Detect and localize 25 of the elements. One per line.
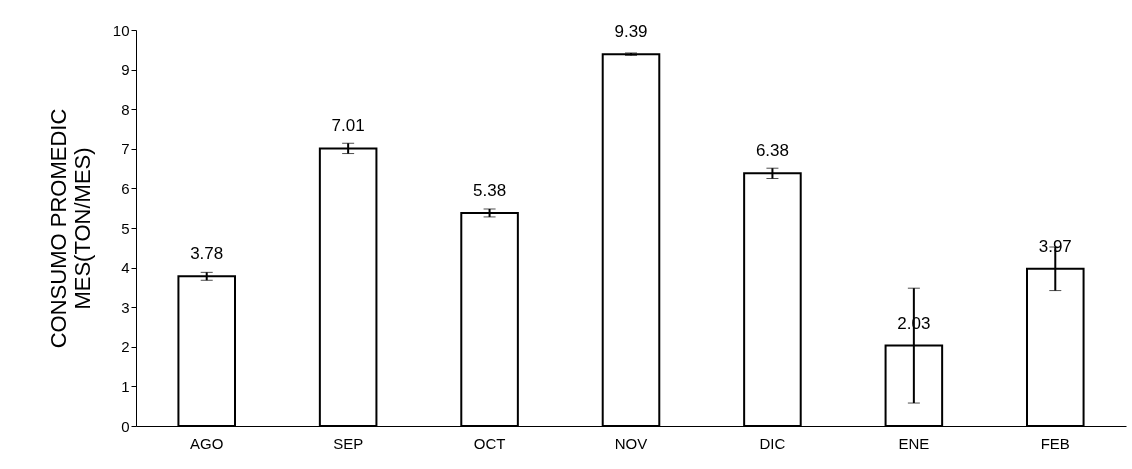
y-tick-label: 2 xyxy=(121,338,130,356)
x-tick-label: NOV xyxy=(614,434,648,452)
data-label: 3.97 xyxy=(1038,236,1072,256)
data-label: 3.78 xyxy=(190,244,224,264)
y-tick-label: 9 xyxy=(121,61,130,79)
y-tick-label: 8 xyxy=(121,100,130,118)
y-axis-title: CONSUMO PROMEDIC MES(TON/MES) xyxy=(45,108,95,349)
x-tick-label: ENE xyxy=(898,434,930,452)
x-tick-label: DIC xyxy=(759,434,786,452)
y-tick-label: 4 xyxy=(121,259,130,277)
data-label: 5.38 xyxy=(473,180,507,200)
x-tick-label: FEB xyxy=(1040,434,1070,452)
y-tick-label: 7 xyxy=(121,140,130,158)
y-tick-label: 6 xyxy=(121,179,130,197)
y-tick-label: 0 xyxy=(121,417,130,435)
data-label: 6.38 xyxy=(755,141,789,161)
x-tick-label: AGO xyxy=(190,434,224,452)
y-tick-label: 3 xyxy=(121,298,130,316)
data-label: 7.01 xyxy=(331,116,365,136)
data-label: 9.39 xyxy=(614,22,648,42)
y-tick-label: 1 xyxy=(121,377,130,395)
y-tick-label: 5 xyxy=(121,219,130,237)
y-tick-label: 10 xyxy=(112,21,130,39)
x-tick-label: SEP xyxy=(333,434,364,452)
x-tick-label: OCT xyxy=(473,434,506,452)
